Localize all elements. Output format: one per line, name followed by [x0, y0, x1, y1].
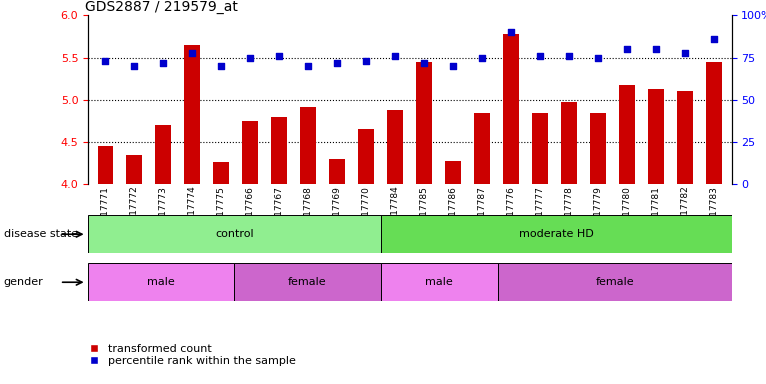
Bar: [532, 113, 548, 184]
Bar: [388, 110, 403, 184]
Bar: [88, 215, 381, 253]
Bar: [185, 45, 201, 184]
Point: [100, 58, 112, 64]
Point: [244, 55, 257, 61]
Point: [650, 46, 663, 52]
Bar: [155, 125, 172, 184]
Text: male: male: [425, 277, 453, 287]
Bar: [677, 91, 693, 184]
Bar: [358, 129, 375, 184]
Bar: [97, 146, 113, 184]
Point: [360, 58, 372, 64]
Point: [129, 63, 141, 69]
Bar: [242, 121, 258, 184]
Point: [273, 53, 286, 59]
Point: [303, 63, 315, 69]
Bar: [234, 263, 381, 301]
Text: moderate HD: moderate HD: [519, 229, 594, 239]
Point: [157, 60, 169, 66]
Bar: [706, 62, 722, 184]
Bar: [300, 107, 316, 184]
Point: [418, 60, 430, 66]
Bar: [561, 103, 578, 184]
Text: control: control: [215, 229, 254, 239]
Bar: [271, 117, 287, 184]
Point: [447, 63, 460, 69]
Bar: [591, 113, 606, 184]
Point: [389, 53, 401, 59]
Bar: [503, 34, 519, 184]
Bar: [498, 263, 732, 301]
Text: male: male: [147, 277, 175, 287]
Point: [592, 55, 604, 61]
Bar: [417, 62, 432, 184]
Legend: transformed count, percentile rank within the sample: transformed count, percentile rank withi…: [78, 340, 300, 371]
Point: [505, 29, 517, 35]
Point: [186, 50, 198, 56]
Point: [215, 63, 228, 69]
Bar: [88, 263, 234, 301]
Bar: [126, 155, 142, 184]
Bar: [619, 86, 635, 184]
Text: GDS2887 / 219579_at: GDS2887 / 219579_at: [85, 0, 237, 14]
Point: [679, 50, 691, 56]
Point: [331, 60, 343, 66]
Bar: [381, 263, 498, 301]
Point: [476, 55, 489, 61]
Bar: [474, 113, 490, 184]
Point: [563, 53, 575, 59]
Point: [621, 46, 633, 52]
Text: gender: gender: [4, 277, 44, 287]
Bar: [648, 89, 664, 184]
Point: [534, 53, 546, 59]
Text: female: female: [288, 277, 327, 287]
Text: female: female: [595, 277, 633, 287]
Bar: [329, 159, 345, 184]
Text: disease state: disease state: [4, 229, 78, 239]
Point: [708, 36, 720, 42]
Bar: [214, 162, 229, 184]
Bar: [445, 161, 461, 184]
Bar: [381, 215, 732, 253]
